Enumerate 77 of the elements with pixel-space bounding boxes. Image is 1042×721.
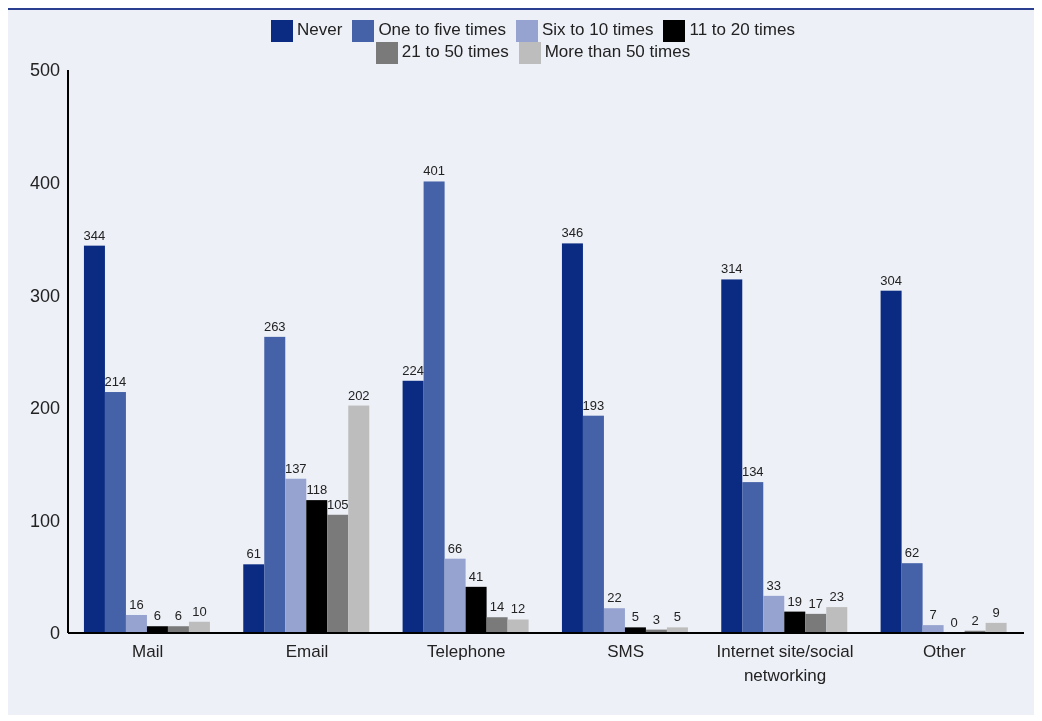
data-label: 224 (402, 362, 424, 378)
bar (104, 392, 126, 633)
legend-label: 11 to 20 times (689, 20, 795, 40)
bar (423, 181, 445, 633)
data-label: 19 (787, 593, 802, 609)
data-label: 22 (607, 590, 622, 606)
data-label: 9 (992, 604, 1000, 620)
y-tick-label: 100 (29, 510, 60, 531)
bar (582, 415, 604, 633)
data-label: 66 (447, 540, 463, 556)
bar (402, 380, 424, 633)
data-label: 3 (652, 611, 661, 627)
x-tick-label: Telephone (427, 642, 506, 661)
y-tick-label: 400 (29, 172, 60, 193)
bar (486, 617, 508, 633)
data-label: 17 (808, 595, 823, 611)
data-label: 14 (489, 599, 505, 615)
y-tick-label: 0 (49, 623, 60, 644)
data-label: 304 (880, 272, 902, 288)
data-label: 16 (129, 596, 144, 612)
data-label: 61 (246, 546, 261, 562)
data-label: 118 (306, 482, 328, 498)
x-tick-label: Email (285, 642, 329, 661)
data-label: 33 (766, 577, 781, 593)
data-label: 10 (192, 603, 207, 619)
data-label: 2 (971, 612, 979, 628)
data-label: 6 (174, 608, 183, 624)
data-label: 62 (904, 545, 920, 561)
bar (901, 563, 923, 633)
data-label: 344 (83, 227, 106, 243)
data-label: 41 (468, 568, 484, 584)
bar (327, 514, 349, 633)
x-tick-label: SMS (607, 642, 645, 661)
bar (444, 558, 466, 633)
bar (561, 243, 583, 633)
y-tick-label: 300 (29, 285, 60, 306)
bar (603, 608, 625, 633)
data-label: 346 (561, 225, 584, 241)
bar (507, 619, 529, 633)
y-tick-label: 200 (29, 398, 60, 419)
data-label: 401 (423, 163, 445, 179)
bar (83, 245, 105, 633)
data-label: 193 (582, 397, 605, 413)
legend-label: 21 to 50 times (401, 42, 509, 62)
bar (805, 613, 827, 633)
bar (880, 290, 902, 633)
bar (348, 405, 370, 633)
bar (243, 564, 265, 633)
data-label: 0 (950, 615, 958, 630)
bar (763, 595, 785, 633)
bar (264, 336, 286, 633)
bar (125, 614, 147, 633)
data-label: 12 (510, 601, 526, 617)
data-label: 5 (631, 609, 640, 625)
data-label: 202 (347, 387, 370, 403)
x-tick-label: Other (923, 642, 966, 661)
data-label: 5 (673, 609, 682, 625)
legend-label: Six to 10 times (541, 20, 654, 40)
bar (742, 482, 764, 633)
legend-label: One to five times (378, 20, 506, 40)
data-label: 214 (104, 374, 127, 390)
data-label: 263 (263, 318, 286, 334)
bar (826, 607, 848, 633)
bar (285, 478, 307, 633)
data-label: 6 (153, 608, 162, 624)
data-label: 23 (829, 589, 844, 605)
data-label: 105 (326, 496, 349, 512)
data-label: 7 (929, 607, 937, 623)
data-label: 137 (284, 460, 307, 476)
legend-label: Never (297, 20, 343, 40)
x-tick-label: Mail (132, 642, 164, 661)
legend-label: More than 50 times (544, 42, 691, 62)
x-tick-label: Internet site/social networking (716, 642, 854, 685)
data-label: 314 (720, 261, 743, 277)
data-label: 134 (741, 464, 764, 480)
bar (721, 279, 743, 633)
y-tick-label: 500 (29, 60, 60, 81)
